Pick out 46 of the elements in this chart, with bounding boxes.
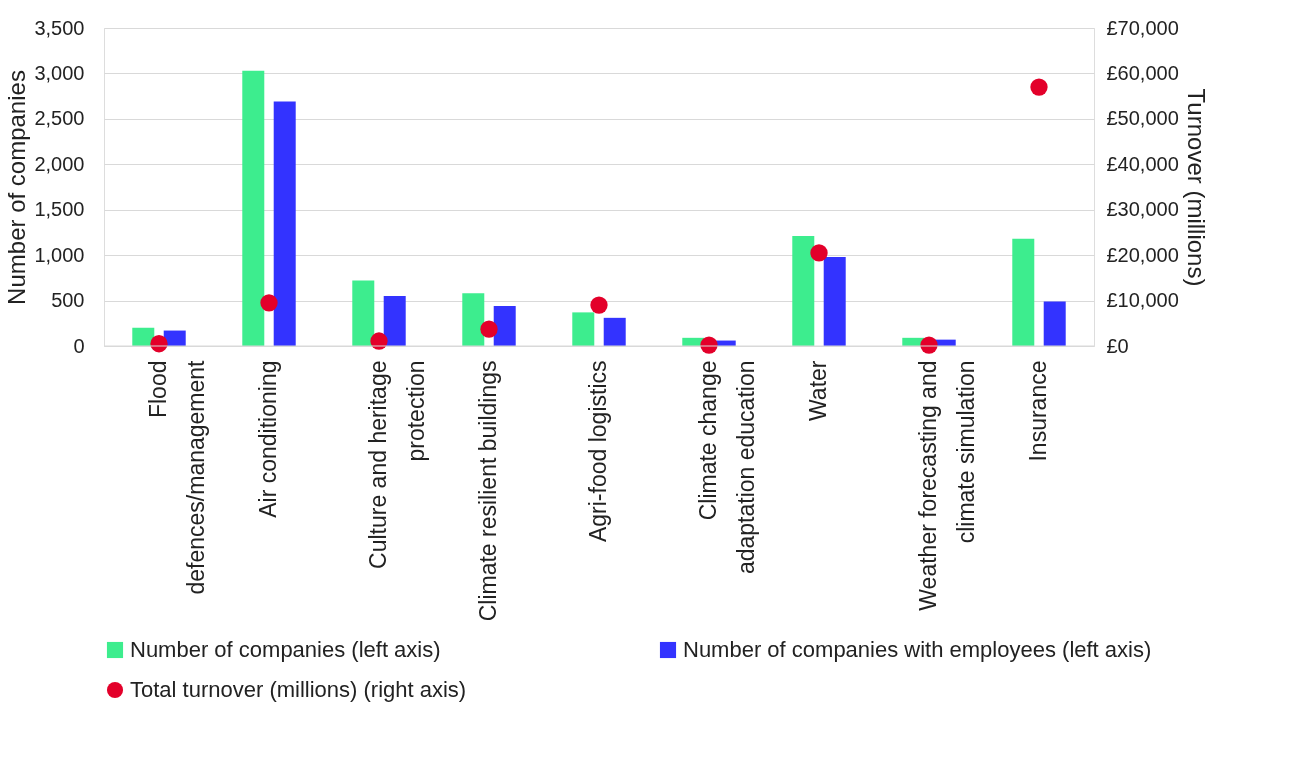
bar [242,70,265,346]
bar [493,306,516,346]
legend-label: Number of companies (left axis) [130,637,441,662]
point [480,320,498,338]
bar [1043,301,1066,346]
y-axis-title: Number of companies [3,70,31,305]
legend-label: Number of companies with employees (left axis) [683,637,1152,662]
y2-tick-label: £0 [1106,334,1129,357]
y-tick-label: 0 [73,334,85,357]
y2-tick-label: £70,000 [1106,16,1179,39]
bar [823,256,846,346]
x-tick-label: Climate change adaptation education [695,360,759,575]
x-tick-label: Climate resilient buildings [475,360,501,622]
x-tick-label: Flood defences/management [145,359,209,595]
point [810,244,828,262]
y-tick-label: 500 [51,289,85,312]
point [1030,78,1048,96]
bar [383,296,406,346]
bar [273,101,296,346]
y2-tick-label: £10,000 [1106,289,1179,312]
bar [1012,238,1035,346]
y2-tick-label: £30,000 [1106,198,1179,221]
y-tick-label: 2,500 [34,107,85,130]
y-tick-label: 2,000 [34,152,85,175]
point [590,296,608,314]
bar [572,312,595,346]
y-tick-label: 3,000 [34,61,85,84]
x-tick-label: Agri-food logistics [585,360,611,543]
y2-axis-title: Turnover (millions) [1182,88,1210,287]
y2-tick-label: £60,000 [1106,61,1179,84]
y2-tick-label: £40,000 [1106,152,1179,175]
y-tick-label: 3,500 [34,16,85,39]
x-tick-label: Water [805,360,831,421]
bar [462,293,485,346]
y-tick-label: 1,000 [34,243,85,266]
x-tick-label: Insurance [1025,360,1051,462]
bar [352,280,375,346]
x-tick-label: Culture and heritage protection [365,360,429,569]
bar [603,317,626,346]
point [260,294,278,312]
y2-tick-label: £20,000 [1106,243,1179,266]
bar [792,236,815,346]
y2-tick-label: £50,000 [1106,107,1179,130]
x-tick-label: Air conditioning [255,360,281,518]
legend-label: Total turnover (millions) (right axis) [130,677,467,702]
y-tick-label: 1,500 [34,198,85,221]
